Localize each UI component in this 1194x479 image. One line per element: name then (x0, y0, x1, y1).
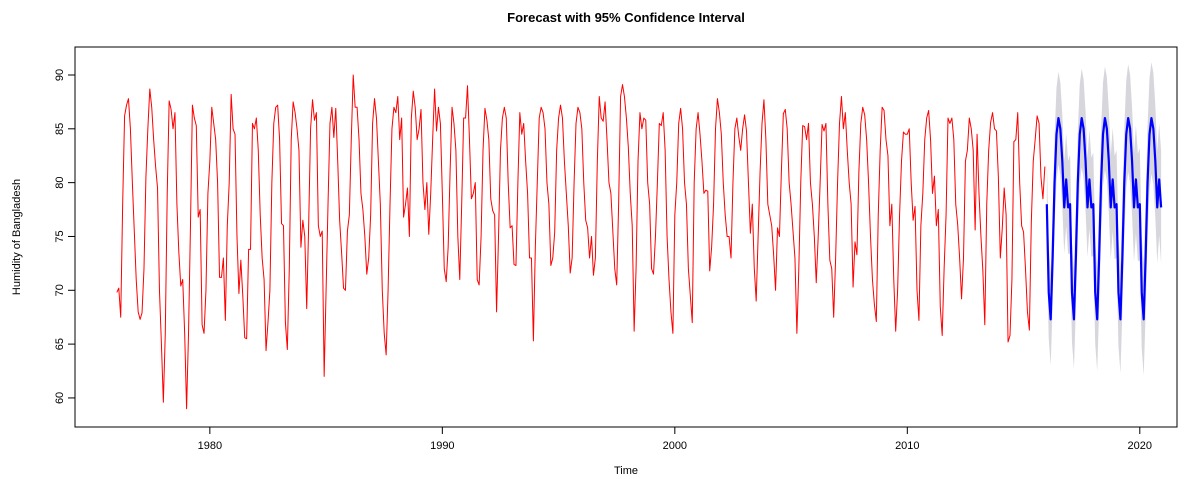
x-tick-label: 1990 (430, 440, 454, 452)
chart-title: Forecast with 95% Confidence Interval (507, 10, 745, 25)
y-tick-label: 65 (54, 338, 66, 350)
x-tick-label: 1980 (198, 440, 222, 452)
series-line (1045, 116, 1163, 321)
x-tick-label: 2020 (1128, 440, 1152, 452)
x-tick-label: 2010 (895, 440, 919, 452)
y-tick-label: 70 (54, 284, 66, 296)
y-tick-label: 90 (54, 69, 66, 81)
x-axis-label: Time (614, 465, 638, 477)
x-tick-label: 2000 (663, 440, 687, 452)
y-tick-label: 60 (54, 392, 66, 404)
confidence-band (1046, 62, 1162, 376)
series-line (116, 74, 1046, 410)
y-tick-label: 80 (54, 177, 66, 189)
y-tick-label: 85 (54, 123, 66, 135)
y-axis-label: Humidity of Bangladesh (11, 179, 23, 295)
y-tick-label: 75 (54, 230, 66, 242)
plot-frame (74, 46, 1178, 428)
